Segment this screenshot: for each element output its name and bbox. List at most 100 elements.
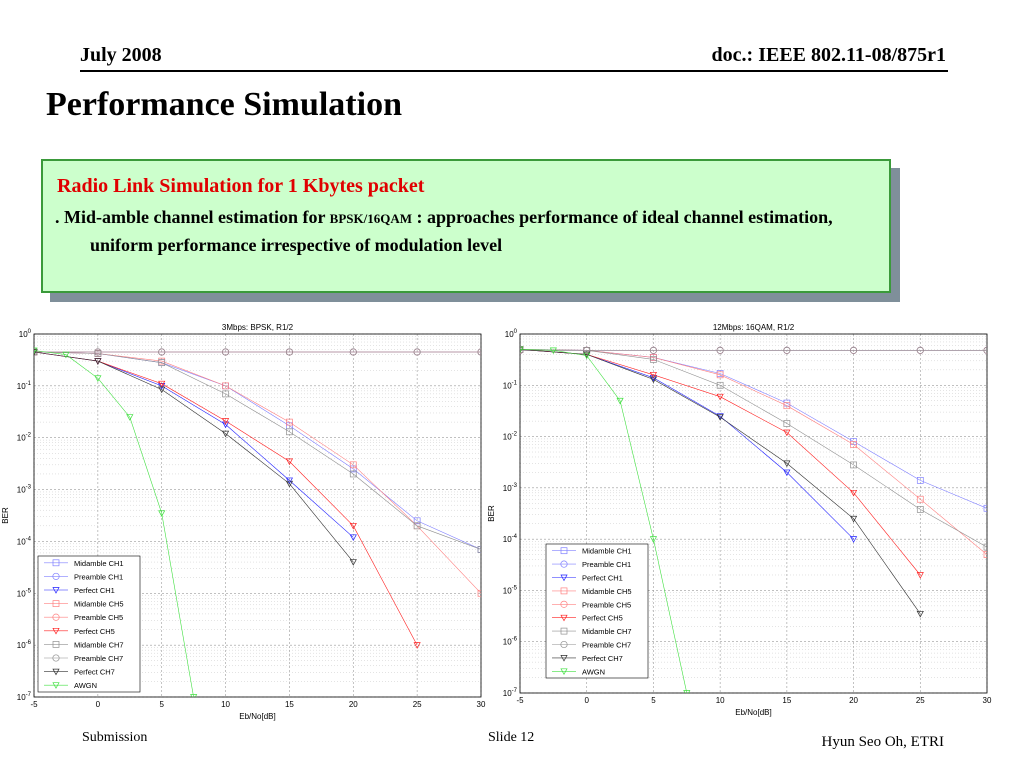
- callout-body-prefix: . Mid-amble channel estimation for: [55, 207, 330, 227]
- x-tick-label: 25: [916, 696, 925, 705]
- data-point: [916, 572, 924, 579]
- legend-entry-preamble-ch7: Preamble CH7: [582, 641, 631, 650]
- callout-box: Radio Link Simulation for 1 Kbytes packe…: [41, 159, 891, 293]
- data-point: [616, 397, 624, 405]
- slide-title: Performance Simulation: [46, 86, 402, 123]
- y-tick-label: 10-3: [17, 485, 32, 495]
- data-point: [583, 351, 591, 359]
- x-tick-label: -5: [516, 696, 524, 705]
- x-axis-label: Eb/No[dB]: [735, 708, 771, 717]
- legend-entry-perfect-ch5: Perfect CH5: [582, 614, 623, 623]
- data-point: [716, 371, 724, 379]
- data-point: [783, 429, 791, 437]
- data-point: [285, 477, 294, 485]
- data-point: [783, 402, 791, 410]
- legend-marker: [560, 655, 568, 662]
- x-tick-label: 10: [716, 696, 725, 705]
- legend-entry-midamble-ch7: Midamble CH7: [582, 627, 632, 636]
- data-point: [349, 470, 357, 478]
- data-point: [222, 390, 229, 398]
- data-point: [285, 348, 293, 356]
- data-point: [649, 346, 657, 354]
- y-tick-label: 10-5: [17, 588, 32, 598]
- y-tick-label: 10-4: [503, 534, 518, 544]
- data-point: [62, 351, 70, 359]
- data-point: [158, 386, 166, 394]
- data-point: [650, 356, 657, 363]
- data-point: [158, 348, 166, 356]
- data-point: [683, 690, 691, 693]
- series-line-midamble-ch7: [520, 349, 987, 548]
- data-point: [34, 349, 38, 356]
- callout-heading: Radio Link Simulation for 1 Kbytes packe…: [57, 175, 425, 197]
- legend-marker: [560, 640, 568, 649]
- x-tick-label: 25: [413, 700, 422, 709]
- data-point: [649, 376, 658, 384]
- legend-entry-awgn: AWGN: [74, 681, 97, 690]
- series-awgn: [34, 347, 198, 697]
- header-doc-id: doc.: IEEE 802.11-08/875r1: [711, 44, 946, 66]
- data-point: [850, 441, 857, 448]
- data-point: [916, 477, 924, 484]
- data-point: [349, 522, 357, 530]
- legend-entry-midamble-ch1: Midamble CH1: [74, 559, 124, 568]
- data-point: [413, 517, 421, 525]
- data-point: [916, 610, 924, 618]
- ber-chart-16qam: -5 0 5 10 15 20 25 30 100 10-1 10-2 10-3 10-4 10-5 10-…: [487, 323, 992, 717]
- legend-marker: [560, 547, 568, 555]
- data-point: [477, 348, 481, 356]
- data-point: [94, 358, 102, 365]
- legend-entry-preamble-ch7: Preamble CH7: [74, 654, 123, 663]
- data-point: [983, 346, 987, 354]
- legend-marker: [560, 560, 568, 568]
- y-tick-label: 10-7: [503, 688, 518, 698]
- legend-marker: [52, 613, 60, 621]
- legend: Midamble CH1 Preamble CH1 Perfect CH1 Midam…: [37, 555, 141, 693]
- series-perfect-ch7: [34, 349, 357, 566]
- data-point: [520, 346, 524, 354]
- data-point: [916, 346, 924, 354]
- y-axis-label: BER: [487, 505, 496, 522]
- legend-marker: [560, 600, 568, 608]
- data-point: [94, 348, 102, 356]
- legend-entry-midamble-ch5: Midamble CH5: [582, 587, 632, 596]
- x-tick-label: 5: [159, 700, 164, 709]
- data-point: [916, 506, 924, 513]
- x-tick-label: 15: [782, 696, 791, 705]
- legend: Midamble CH1 Preamble CH1 Perfect CH1 Midam…: [545, 543, 649, 679]
- data-point: [549, 347, 557, 355]
- x-tick-label: 5: [651, 696, 656, 705]
- data-point: [349, 348, 357, 356]
- y-axis-label: BER: [1, 507, 10, 524]
- series-preamble-ch7: [34, 348, 481, 356]
- legend-marker: [560, 627, 568, 635]
- legend-marker: [52, 668, 60, 676]
- data-point: [158, 359, 166, 367]
- ber-chart-bpsk: -5 0 5 10 15 20 25 30 100 10-1 10-2 10-3 10-4 10-5 10-…: [1, 323, 486, 721]
- legend-marker: [560, 574, 568, 582]
- data-point: [716, 393, 724, 401]
- x-tick-label: 0: [96, 700, 101, 709]
- y-tick-label: 10-1: [503, 380, 518, 390]
- header-date: July 2008: [80, 44, 162, 66]
- y-tick-label: 10-6: [503, 637, 518, 647]
- x-tick-label: 20: [349, 700, 358, 709]
- y-tick-label: 100: [19, 329, 32, 339]
- legend-marker: [52, 559, 60, 567]
- data-point: [221, 430, 230, 438]
- data-point: [158, 383, 166, 390]
- legend-entry-midamble-ch7: Midamble CH7: [74, 640, 124, 649]
- data-point: [158, 510, 166, 517]
- data-point: [520, 346, 524, 354]
- data-point: [783, 420, 791, 427]
- legend-marker: [52, 627, 60, 635]
- y-tick-label: 10-2: [17, 433, 32, 443]
- data-point: [221, 418, 230, 425]
- legend-marker: [52, 572, 60, 580]
- data-point: [190, 694, 198, 697]
- data-point: [158, 380, 166, 388]
- y-tick-label: 10-3: [503, 483, 518, 493]
- callout-body: . Mid-amble channel estimation for BPSK/…: [55, 204, 879, 258]
- x-tick-label: 20: [849, 696, 858, 705]
- data-point: [34, 347, 38, 355]
